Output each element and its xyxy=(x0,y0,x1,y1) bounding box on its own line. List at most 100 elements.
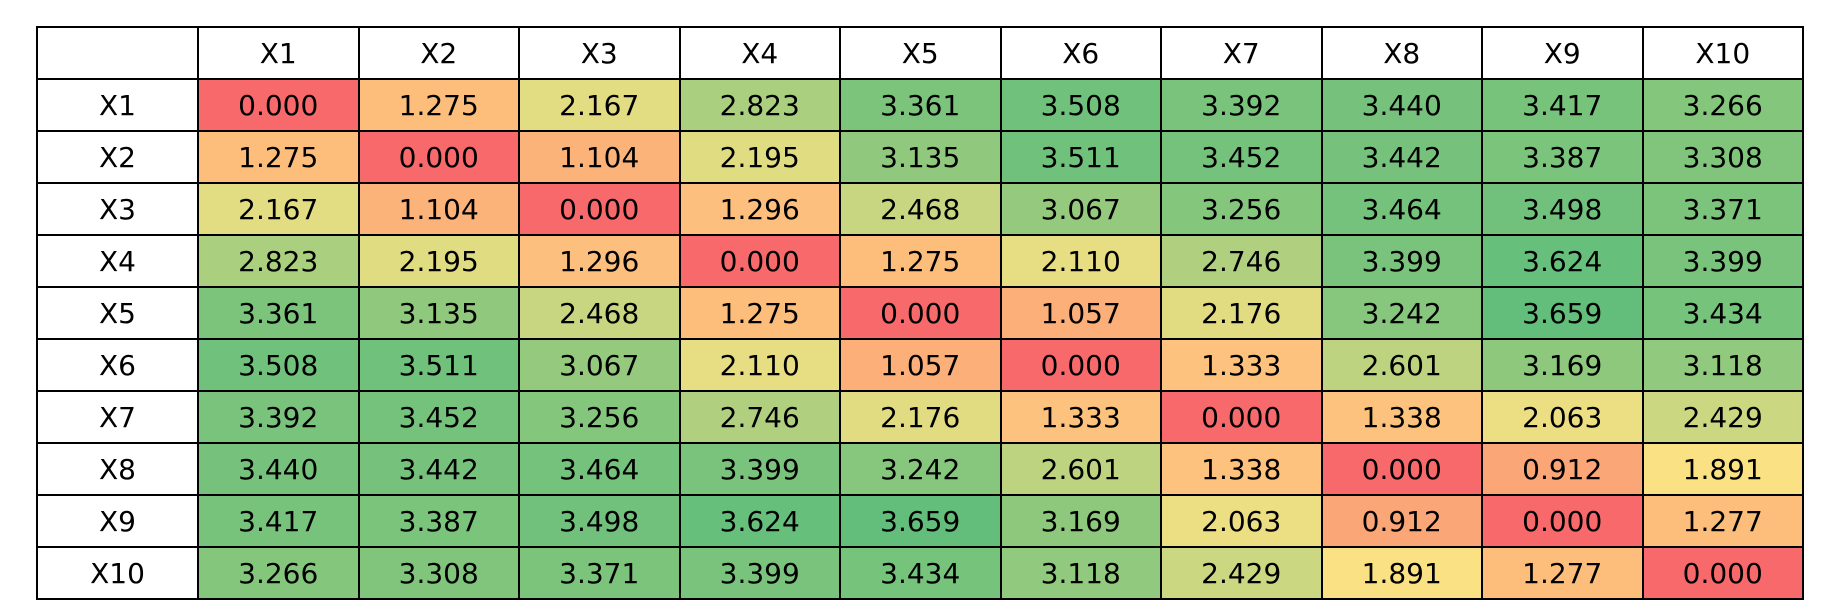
column-header: X3 xyxy=(518,26,681,80)
heatmap-cell: 3.508 xyxy=(197,338,360,392)
row-header: X10 xyxy=(36,546,199,600)
heatmap-cell: 3.361 xyxy=(197,286,360,340)
column-header: X9 xyxy=(1481,26,1644,80)
heatmap-cell: 1.277 xyxy=(1481,546,1644,600)
row-header: X5 xyxy=(36,286,199,340)
heatmap-cell: 0.000 xyxy=(1481,494,1644,548)
heatmap-cell: 3.659 xyxy=(1481,286,1644,340)
column-header: X5 xyxy=(839,26,1002,80)
heatmap-cell: 3.067 xyxy=(518,338,681,392)
heatmap-cell: 3.371 xyxy=(1641,182,1804,236)
heatmap-cell: 3.169 xyxy=(1481,338,1644,392)
heatmap-cell: 2.176 xyxy=(1160,286,1323,340)
heatmap-cell: 1.338 xyxy=(1160,442,1323,496)
heatmap-cell: 2.176 xyxy=(839,390,1002,444)
heatmap-cell: 1.296 xyxy=(678,182,841,236)
row-header: X9 xyxy=(36,494,199,548)
heatmap-cell: 3.135 xyxy=(357,286,520,340)
heatmap-cell: 3.498 xyxy=(1481,182,1644,236)
heatmap-cell: 1.338 xyxy=(1320,390,1483,444)
heatmap-cell: 3.067 xyxy=(999,182,1162,236)
heatmap-cell: 0.000 xyxy=(1320,442,1483,496)
column-header: X10 xyxy=(1641,26,1804,80)
heatmap-cell: 0.000 xyxy=(999,338,1162,392)
heatmap-cell: 2.746 xyxy=(678,390,841,444)
heatmap-cell: 3.659 xyxy=(839,494,1002,548)
heatmap-cell: 1.891 xyxy=(1641,442,1804,496)
heatmap-cell: 2.195 xyxy=(357,234,520,288)
heatmap-cell: 3.452 xyxy=(1160,130,1323,184)
column-header: X7 xyxy=(1160,26,1323,80)
heatmap-cell: 3.308 xyxy=(1641,130,1804,184)
heatmap-cell: 2.429 xyxy=(1641,390,1804,444)
heatmap-cell: 3.417 xyxy=(1481,78,1644,132)
heatmap-cell: 2.468 xyxy=(518,286,681,340)
heatmap-cell: 3.440 xyxy=(197,442,360,496)
heatmap-cell: 2.468 xyxy=(839,182,1002,236)
heatmap-cell: 3.434 xyxy=(839,546,1002,600)
heatmap-cell: 3.624 xyxy=(1481,234,1644,288)
heatmap-cell: 3.266 xyxy=(1641,78,1804,132)
heatmap-cell: 2.110 xyxy=(999,234,1162,288)
heatmap-cell: 0.000 xyxy=(357,130,520,184)
heatmap-cell: 3.308 xyxy=(357,546,520,600)
column-header: X6 xyxy=(999,26,1162,80)
heatmap-cell: 2.063 xyxy=(1481,390,1644,444)
heatmap-cell: 3.371 xyxy=(518,546,681,600)
heatmap-cell: 0.000 xyxy=(678,234,841,288)
heatmap-cell: 3.440 xyxy=(1320,78,1483,132)
heatmap-cell: 0.000 xyxy=(518,182,681,236)
distance-heatmap-table: X1 X2 X3 X4 X5 X6 X7 X8 X9 X10 X1 0.000 1.275 2.167 2… xyxy=(36,26,1804,600)
table-row: X4 2.823 2.195 1.296 0.000 1.275 2.110 2.746 3.3… xyxy=(36,234,1804,288)
heatmap-cell: 3.399 xyxy=(678,442,841,496)
heatmap-cell: 3.417 xyxy=(197,494,360,548)
row-header: X6 xyxy=(36,338,199,392)
heatmap-cell: 3.508 xyxy=(999,78,1162,132)
row-header: X1 xyxy=(36,78,199,132)
heatmap-cell: 3.464 xyxy=(1320,182,1483,236)
heatmap-cell: 1.275 xyxy=(197,130,360,184)
heatmap-cell: 3.392 xyxy=(1160,78,1323,132)
heatmap-cell: 1.333 xyxy=(1160,338,1323,392)
heatmap-cell: 1.275 xyxy=(357,78,520,132)
heatmap-cell: 3.464 xyxy=(518,442,681,496)
heatmap-cell: 1.296 xyxy=(518,234,681,288)
heatmap-cell: 2.601 xyxy=(1320,338,1483,392)
heatmap-cell: 1.333 xyxy=(999,390,1162,444)
column-header: X8 xyxy=(1320,26,1483,80)
table-row: X2 1.275 0.000 1.104 2.195 3.135 3.511 3.452 3.4… xyxy=(36,130,1804,184)
row-header: X8 xyxy=(36,442,199,496)
table-row: X10 3.266 3.308 3.371 3.399 3.434 3.118 2.429 1.… xyxy=(36,546,1804,600)
heatmap-cell: 3.442 xyxy=(1320,130,1483,184)
heatmap-cell: 1.275 xyxy=(839,234,1002,288)
heatmap-cell: 3.399 xyxy=(1641,234,1804,288)
heatmap-cell: 2.429 xyxy=(1160,546,1323,600)
heatmap-cell: 3.256 xyxy=(518,390,681,444)
column-header-row: X1 X2 X3 X4 X5 X6 X7 X8 X9 X10 xyxy=(36,26,1804,80)
heatmap-cell: 1.057 xyxy=(839,338,1002,392)
table-row: X6 3.508 3.511 3.067 2.110 1.057 0.000 1.333 2.6… xyxy=(36,338,1804,392)
table-row: X8 3.440 3.442 3.464 3.399 3.242 2.601 1.338 0.0… xyxy=(36,442,1804,496)
heatmap-cell: 2.063 xyxy=(1160,494,1323,548)
heatmap-cell: 1.275 xyxy=(678,286,841,340)
row-header: X7 xyxy=(36,390,199,444)
heatmap-cell: 3.169 xyxy=(999,494,1162,548)
heatmap-cell: 0.000 xyxy=(1641,546,1804,600)
table-row: X9 3.417 3.387 3.498 3.624 3.659 3.169 2.063 0.9… xyxy=(36,494,1804,548)
heatmap-cell: 0.000 xyxy=(1160,390,1323,444)
heatmap-cell: 3.256 xyxy=(1160,182,1323,236)
heatmap-cell: 3.452 xyxy=(357,390,520,444)
heatmap-cell: 1.891 xyxy=(1320,546,1483,600)
heatmap-cell: 2.110 xyxy=(678,338,841,392)
heatmap-cell: 3.266 xyxy=(197,546,360,600)
heatmap-cell: 2.823 xyxy=(197,234,360,288)
heatmap-body: X1 0.000 1.275 2.167 2.823 3.361 3.508 3.392 3.4… xyxy=(36,78,1804,600)
heatmap-cell: 2.167 xyxy=(197,182,360,236)
heatmap-cell: 1.277 xyxy=(1641,494,1804,548)
heatmap-cell: 1.104 xyxy=(357,182,520,236)
heatmap-cell: 1.104 xyxy=(518,130,681,184)
heatmap-cell: 2.746 xyxy=(1160,234,1323,288)
heatmap-cell: 3.387 xyxy=(1481,130,1644,184)
table-row: X1 0.000 1.275 2.167 2.823 3.361 3.508 3.392 3.4… xyxy=(36,78,1804,132)
heatmap-cell: 2.823 xyxy=(678,78,841,132)
